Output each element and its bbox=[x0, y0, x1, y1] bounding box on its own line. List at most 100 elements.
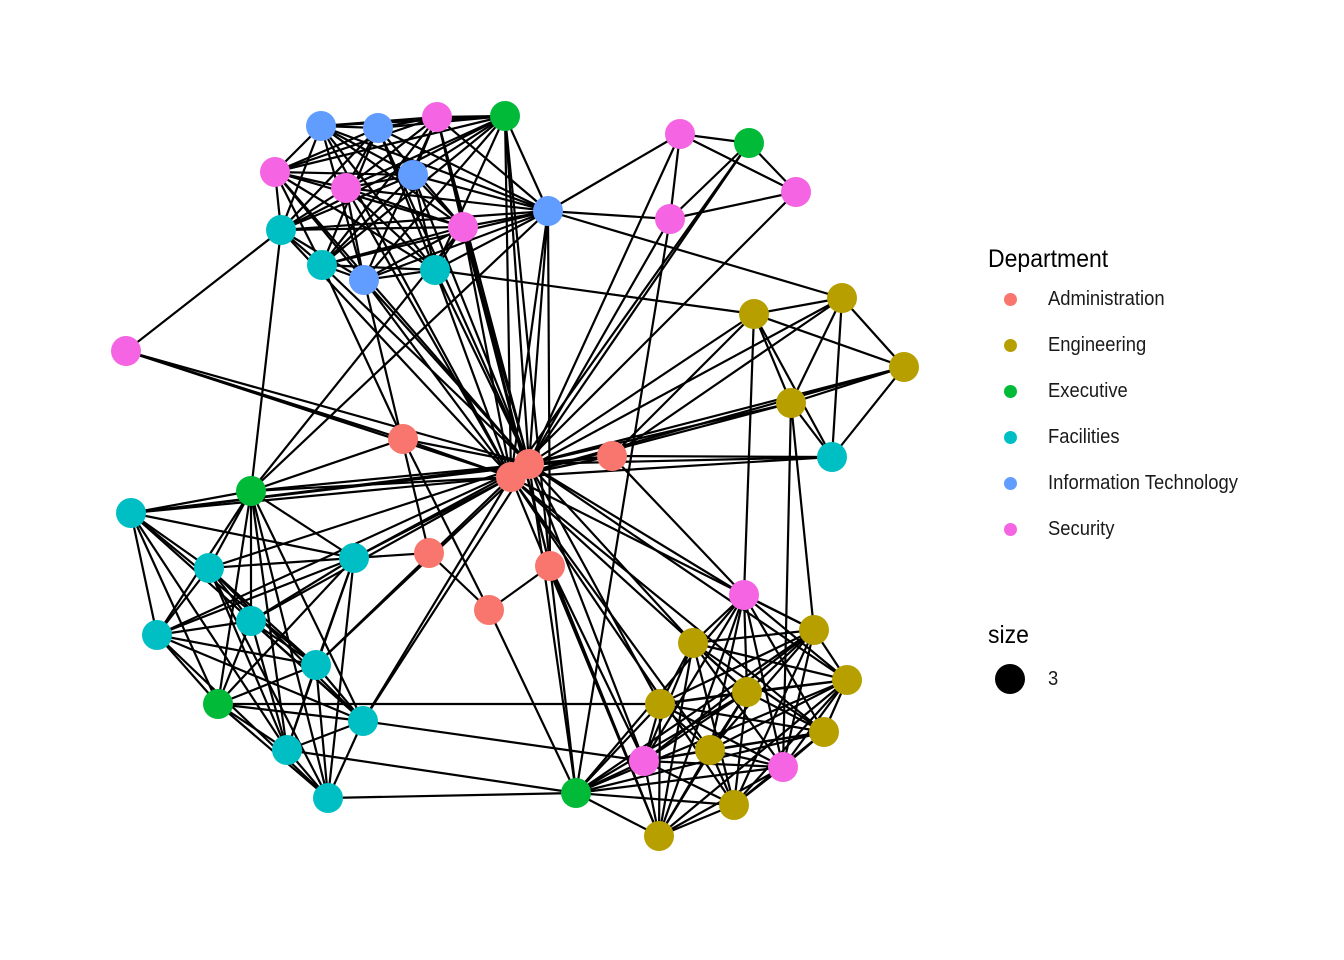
edge bbox=[249, 490, 330, 799]
edge bbox=[528, 455, 833, 466]
edge bbox=[250, 476, 512, 622]
node-engineering bbox=[832, 665, 862, 695]
edge bbox=[321, 209, 549, 267]
node-security bbox=[768, 752, 798, 782]
node-facilities bbox=[301, 650, 331, 680]
node-engineering bbox=[732, 677, 762, 707]
edge bbox=[657, 703, 662, 837]
edge bbox=[753, 313, 833, 458]
edge bbox=[321, 264, 530, 465]
size-legend-title: size bbox=[988, 621, 1029, 649]
edge bbox=[274, 171, 530, 465]
edge bbox=[156, 619, 252, 637]
edge bbox=[280, 115, 506, 231]
edge bbox=[319, 125, 366, 281]
node-security bbox=[665, 119, 695, 149]
node-engineering bbox=[889, 352, 919, 382]
edge bbox=[461, 226, 513, 478]
edge bbox=[412, 115, 506, 176]
edge bbox=[315, 476, 512, 666]
size-legend-dot bbox=[995, 664, 1025, 694]
edge bbox=[510, 476, 711, 751]
edge bbox=[659, 703, 784, 768]
edge bbox=[781, 402, 793, 768]
legend-color-swatch bbox=[1004, 523, 1017, 536]
edge bbox=[461, 226, 552, 567]
node-engineering bbox=[809, 717, 839, 747]
edge bbox=[658, 679, 848, 837]
edge bbox=[130, 512, 288, 751]
node-engineering bbox=[719, 790, 749, 820]
edge bbox=[321, 174, 414, 266]
edge bbox=[692, 641, 848, 682]
edge bbox=[611, 455, 745, 596]
edge bbox=[345, 114, 506, 190]
node-executive bbox=[734, 128, 764, 158]
edge bbox=[743, 594, 848, 681]
node-administration bbox=[496, 462, 526, 492]
node-facilities bbox=[313, 783, 343, 813]
edge bbox=[207, 567, 289, 751]
node-information-technology bbox=[533, 196, 563, 226]
legend-color-swatch bbox=[1004, 477, 1017, 490]
department-legend: Department Administration Engineering Exec… bbox=[988, 242, 1328, 552]
legend-color-swatch bbox=[1004, 293, 1017, 306]
node-administration bbox=[474, 595, 504, 625]
node-security bbox=[729, 580, 759, 610]
node-security bbox=[629, 746, 659, 776]
legend-color-swatch bbox=[1004, 431, 1017, 444]
edge bbox=[503, 115, 513, 478]
node-engineering bbox=[678, 628, 708, 658]
edge bbox=[130, 511, 355, 560]
node-information-technology bbox=[398, 160, 428, 190]
edge bbox=[503, 115, 531, 465]
size-legend: size 3 bbox=[988, 618, 1188, 702]
edge bbox=[412, 173, 549, 213]
edge bbox=[789, 402, 816, 631]
edge bbox=[130, 475, 512, 515]
node-administration bbox=[535, 551, 565, 581]
node-facilities bbox=[348, 706, 378, 736]
edge bbox=[156, 633, 317, 667]
edge bbox=[509, 476, 661, 837]
edge bbox=[611, 297, 843, 457]
node-engineering bbox=[645, 689, 675, 719]
legend-item: Security bbox=[988, 506, 1328, 552]
edge bbox=[528, 463, 745, 596]
node-security bbox=[655, 204, 685, 234]
edge bbox=[250, 437, 404, 493]
node-security bbox=[781, 177, 811, 207]
edge bbox=[575, 765, 784, 795]
edge bbox=[659, 702, 825, 734]
node-security bbox=[260, 157, 290, 187]
edge bbox=[156, 633, 364, 723]
size-legend-label: 3 bbox=[1048, 668, 1059, 690]
edge bbox=[575, 629, 815, 794]
edge bbox=[217, 702, 364, 723]
edge bbox=[575, 791, 735, 807]
edge bbox=[659, 629, 815, 705]
edge bbox=[546, 210, 552, 567]
legend-label: Facilities bbox=[1048, 426, 1120, 448]
edge bbox=[679, 133, 797, 193]
edge bbox=[217, 663, 317, 706]
edge bbox=[274, 126, 379, 174]
edge bbox=[434, 210, 549, 271]
edge bbox=[250, 462, 530, 493]
legend-color-swatch bbox=[1004, 385, 1017, 398]
legend-item: Administration bbox=[988, 276, 1328, 322]
edge bbox=[363, 279, 512, 478]
edge bbox=[433, 269, 513, 478]
edge bbox=[669, 190, 797, 221]
node-executive bbox=[236, 476, 266, 506]
node-engineering bbox=[827, 283, 857, 313]
node-facilities bbox=[236, 606, 266, 636]
node-security bbox=[422, 102, 452, 132]
node-facilities bbox=[817, 442, 847, 472]
node-layer bbox=[111, 101, 919, 851]
edge bbox=[574, 218, 672, 794]
edge bbox=[732, 691, 749, 806]
edge bbox=[402, 437, 530, 466]
node-facilities bbox=[420, 255, 450, 285]
edge bbox=[436, 116, 549, 212]
